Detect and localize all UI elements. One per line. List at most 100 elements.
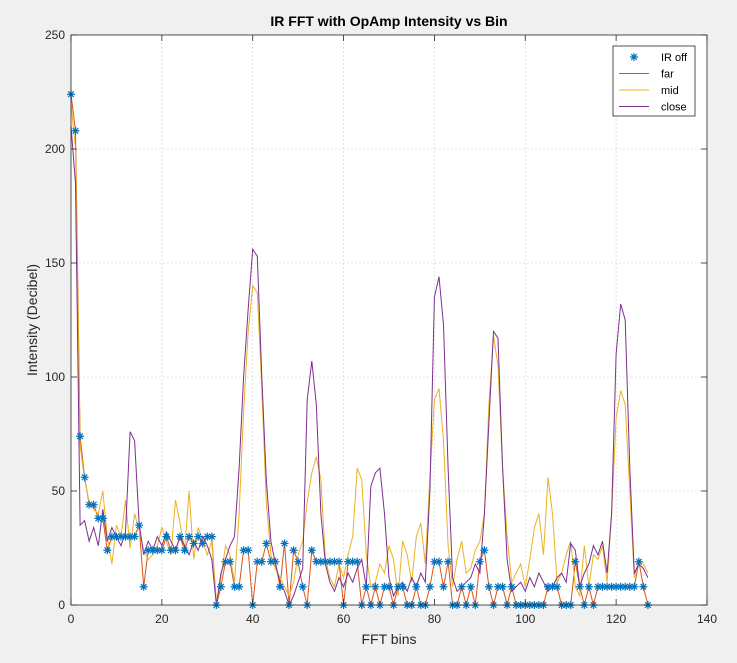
data-point-marker bbox=[107, 532, 116, 541]
data-point-marker bbox=[112, 532, 121, 541]
data-point-marker bbox=[166, 546, 175, 555]
data-point-marker bbox=[216, 582, 225, 591]
y-tick-label: 200 bbox=[45, 142, 65, 156]
data-point-marker bbox=[144, 546, 153, 555]
data-point-marker bbox=[330, 557, 339, 566]
legend[interactable]: IR off far mid close bbox=[612, 45, 696, 117]
data-point-marker bbox=[425, 582, 434, 591]
data-point-marker bbox=[298, 582, 307, 591]
data-point-marker bbox=[612, 582, 621, 591]
data-point-marker bbox=[257, 557, 266, 566]
data-point-marker bbox=[85, 500, 94, 509]
legend-item-ir-off[interactable]: IR off bbox=[630, 52, 688, 64]
data-point-marker bbox=[553, 582, 562, 591]
data-point-marker bbox=[80, 473, 89, 482]
data-point-marker bbox=[634, 557, 643, 566]
data-point-marker bbox=[157, 546, 166, 555]
x-tick-label: 0 bbox=[68, 612, 75, 626]
data-point-marker bbox=[348, 557, 357, 566]
legend-box bbox=[612, 45, 696, 117]
data-point-marker bbox=[89, 500, 98, 509]
legend-item-close[interactable]: close bbox=[619, 102, 687, 114]
y-tick-label: 100 bbox=[45, 370, 65, 384]
data-point-marker bbox=[507, 582, 516, 591]
data-point-marker bbox=[380, 582, 389, 591]
x-tick-label: 40 bbox=[246, 612, 260, 626]
data-point-marker bbox=[126, 532, 135, 541]
data-point-marker bbox=[194, 532, 203, 541]
data-point-marker bbox=[544, 582, 552, 591]
data-point-marker bbox=[148, 546, 157, 555]
chart-title: IR FFT with OpAmp Intensity vs Bin bbox=[270, 13, 507, 29]
series-mid bbox=[70, 103, 649, 606]
data-point-marker bbox=[185, 532, 194, 541]
data-point-marker bbox=[280, 539, 289, 548]
data-point-marker bbox=[139, 582, 148, 591]
axis-ticks: 0 20 40 60 80 100 120 140 0 50 100 150 200 250 bbox=[45, 28, 717, 626]
data-point-marker bbox=[135, 521, 144, 530]
data-point-marker bbox=[121, 532, 130, 541]
data-point-marker bbox=[235, 582, 244, 591]
data-point-marker bbox=[153, 546, 162, 555]
data-point-marker bbox=[71, 126, 80, 135]
data-point-marker bbox=[226, 557, 234, 566]
data-point-marker bbox=[621, 582, 630, 591]
data-point-marker bbox=[266, 557, 275, 566]
legend-swatch bbox=[630, 53, 638, 61]
data-point-marker bbox=[353, 557, 362, 566]
legend-item-far[interactable]: far bbox=[619, 69, 674, 81]
data-point-marker bbox=[94, 514, 103, 523]
data-point-marker bbox=[176, 532, 185, 541]
data-point-marker bbox=[480, 546, 489, 555]
data-point-marker bbox=[439, 582, 448, 591]
data-point-marker bbox=[253, 557, 262, 566]
data-point-marker bbox=[180, 546, 189, 555]
data-point-marker bbox=[484, 582, 493, 591]
data-point-marker bbox=[494, 582, 503, 591]
data-point-marker bbox=[171, 546, 180, 555]
data-point-marker bbox=[116, 532, 125, 541]
data-point-marker bbox=[430, 557, 439, 566]
data-point-marker bbox=[548, 582, 557, 591]
y-tick-label: 150 bbox=[45, 256, 65, 270]
data-point-marker bbox=[398, 582, 407, 591]
data-point-marker bbox=[271, 557, 280, 566]
x-tick-label: 80 bbox=[428, 612, 442, 626]
legend-label: close bbox=[661, 102, 687, 114]
data-point-marker bbox=[316, 557, 325, 566]
data-point-marker bbox=[221, 557, 230, 566]
y-tick-label: 0 bbox=[58, 598, 65, 612]
data-point-marker bbox=[584, 582, 593, 591]
data-point-marker bbox=[103, 546, 112, 555]
data-point-marker bbox=[294, 557, 303, 566]
data-point-marker bbox=[434, 557, 443, 566]
legend-label: IR off bbox=[661, 52, 688, 64]
data-point-marker bbox=[335, 557, 344, 566]
x-tick-label: 120 bbox=[606, 612, 626, 626]
data-point-marker bbox=[325, 557, 334, 566]
axes-box bbox=[70, 34, 708, 606]
x-tick-label: 20 bbox=[155, 612, 169, 626]
data-point-marker bbox=[616, 582, 625, 591]
data-point-marker bbox=[466, 582, 475, 591]
grid-lines bbox=[71, 35, 707, 605]
data-point-marker bbox=[289, 546, 298, 555]
data-point-marker bbox=[76, 432, 85, 441]
legend-item-mid[interactable]: mid bbox=[619, 85, 679, 97]
data-point-marker bbox=[312, 557, 321, 566]
data-point-marker bbox=[189, 539, 198, 548]
x-tick-label: 100 bbox=[515, 612, 535, 626]
data-point-marker bbox=[639, 582, 648, 591]
data-point-marker bbox=[394, 582, 403, 591]
data-point-marker bbox=[262, 539, 271, 548]
data-point-marker bbox=[239, 546, 248, 555]
data-point-marker bbox=[362, 582, 371, 591]
data-point-marker bbox=[98, 514, 107, 523]
legend-label: far bbox=[661, 69, 674, 81]
y-tick-label: 50 bbox=[52, 484, 66, 498]
data-point-marker bbox=[607, 582, 616, 591]
data-point-marker bbox=[625, 582, 634, 591]
data-point-marker bbox=[457, 582, 466, 591]
data-point-marker bbox=[230, 582, 239, 591]
